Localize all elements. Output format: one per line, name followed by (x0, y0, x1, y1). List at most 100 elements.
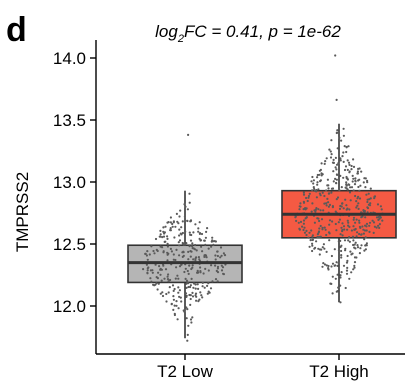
data-point (361, 225, 363, 227)
data-point (359, 252, 361, 254)
data-point (312, 182, 314, 184)
data-point (177, 318, 179, 320)
series-low (128, 134, 242, 342)
data-point (318, 174, 320, 176)
data-point (180, 233, 182, 235)
data-point (175, 305, 177, 307)
data-point (208, 269, 210, 271)
chart-title-base: 2 (177, 33, 184, 45)
data-point (372, 220, 374, 222)
data-point (348, 278, 350, 280)
data-point (322, 262, 324, 264)
data-point (362, 209, 364, 211)
data-point (199, 291, 201, 293)
data-point (189, 245, 191, 247)
data-point (311, 202, 313, 204)
data-point (327, 179, 329, 181)
data-point (334, 54, 336, 56)
data-point (377, 203, 379, 205)
data-point (211, 239, 213, 241)
data-point (178, 307, 180, 309)
data-point (191, 278, 193, 280)
data-point (346, 273, 348, 275)
data-point (188, 193, 190, 195)
data-point (353, 189, 355, 191)
data-point (363, 181, 365, 183)
data-point (357, 202, 359, 204)
data-point (336, 132, 338, 134)
data-point (318, 230, 320, 232)
data-point (370, 188, 372, 190)
data-point (381, 208, 383, 210)
data-point (331, 220, 333, 222)
data-point (187, 325, 189, 327)
data-point (201, 233, 203, 235)
data-point (317, 208, 319, 210)
data-point (359, 247, 361, 249)
data-point (323, 248, 325, 250)
data-point (322, 209, 324, 211)
data-point (314, 222, 316, 224)
data-point (328, 231, 330, 233)
data-point (223, 252, 225, 254)
data-point (210, 287, 212, 289)
data-point (184, 206, 186, 208)
data-point (351, 186, 353, 188)
data-point (368, 231, 370, 233)
data-point (189, 232, 191, 234)
data-point (364, 225, 366, 227)
data-point (346, 185, 348, 187)
data-point (340, 250, 342, 252)
data-point (341, 155, 343, 157)
data-point (327, 201, 329, 203)
data-point (328, 192, 330, 194)
data-point (198, 256, 200, 258)
data-point (352, 158, 354, 160)
data-point (353, 219, 355, 221)
y-tick-label: 14.0 (53, 49, 86, 68)
series-high (282, 54, 396, 303)
panel-label: d (6, 11, 27, 49)
data-point (200, 294, 202, 296)
data-point (144, 253, 146, 255)
data-point (158, 265, 160, 267)
data-point (368, 193, 370, 195)
data-point (184, 216, 186, 218)
data-point (212, 244, 214, 246)
data-point (220, 246, 222, 248)
data-point (180, 300, 182, 302)
data-point (186, 308, 188, 310)
data-point (182, 220, 184, 222)
data-point (351, 229, 353, 231)
data-point (349, 251, 351, 253)
data-point (201, 250, 203, 252)
data-point (153, 252, 155, 254)
data-point (364, 186, 366, 188)
data-point (164, 241, 166, 243)
data-point (185, 287, 187, 289)
data-point (352, 175, 354, 177)
data-point (356, 235, 358, 237)
data-point (348, 171, 350, 173)
data-point (164, 231, 166, 233)
data-point (309, 193, 311, 195)
data-point (176, 221, 178, 223)
data-point (169, 229, 171, 231)
data-point (177, 292, 179, 294)
data-point (179, 289, 181, 291)
data-point (175, 278, 177, 280)
data-point (323, 195, 325, 197)
data-point (358, 233, 360, 235)
data-point (317, 248, 319, 250)
data-point (219, 256, 221, 258)
data-point (183, 203, 185, 205)
data-point (178, 241, 180, 243)
data-point (376, 227, 378, 229)
data-point (174, 288, 176, 290)
data-point (352, 178, 354, 180)
data-point (159, 230, 161, 232)
data-point (199, 271, 201, 273)
data-point (172, 295, 174, 297)
data-point (201, 296, 203, 298)
data-point (186, 281, 188, 283)
